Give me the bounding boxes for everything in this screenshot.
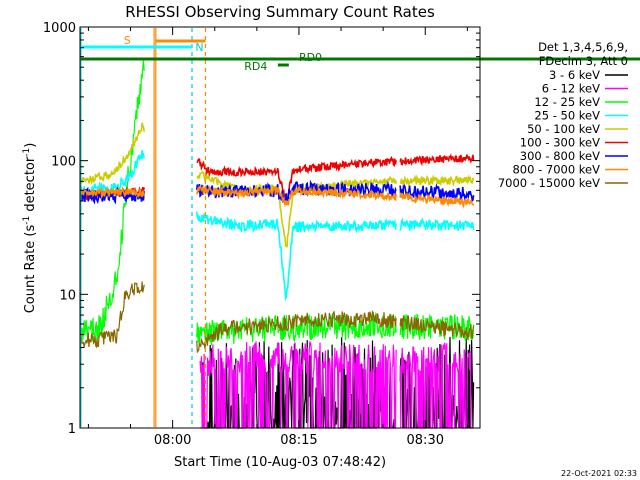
- y-axis-label-part1: Count Rate (s: [23, 225, 38, 314]
- x-tick-label: 08:30: [407, 433, 444, 448]
- plot-frame: [79, 26, 481, 429]
- y-tick-label: 100: [51, 155, 76, 170]
- legend-header-line1: Det 1,3,4,5,6,9,: [538, 40, 628, 54]
- legend-label: 6 - 12 keV: [542, 82, 600, 96]
- timestamp: 22-Oct-2021 02:33: [561, 469, 637, 478]
- y-axis-label-sup2: -1: [22, 148, 32, 157]
- y-tick-label: 10: [59, 288, 76, 303]
- y-tick-label: 1: [68, 422, 76, 437]
- series-line: [399, 315, 475, 340]
- series-line: [195, 211, 397, 301]
- legend-label: 12 - 25 keV: [534, 95, 600, 109]
- y-tick-label: 1000: [43, 21, 76, 36]
- legend: Det 1,3,4,5,6,9, FDecim 3, Att 0 3 - 6 k…: [498, 40, 628, 190]
- series-line: [399, 183, 475, 203]
- series-8: [80, 184, 475, 209]
- series-line: [399, 191, 475, 209]
- series-line: [400, 174, 475, 188]
- legend-label: 3 - 6 keV: [549, 68, 600, 82]
- x-tick-label: 08:00: [154, 433, 191, 448]
- rd0-label: RD0: [299, 51, 322, 64]
- y-axis-label-sup1: -1: [22, 216, 32, 225]
- series-line: [399, 153, 475, 167]
- legend-label: 800 - 7000 keV: [512, 163, 600, 177]
- legend-label: 300 - 800 keV: [520, 149, 600, 163]
- y-axis-label: Count Rate (s-1 detector-1): [22, 143, 38, 314]
- series-line: [199, 340, 397, 429]
- x-axis-label: Start Time (10-Aug-03 07:48:42): [174, 455, 386, 470]
- legend-label: 100 - 300 keV: [520, 136, 600, 150]
- series-line: [196, 155, 397, 201]
- series-3: [80, 60, 475, 347]
- series-line: [80, 186, 145, 200]
- series-line: [399, 216, 475, 231]
- series-9: [80, 281, 475, 354]
- y-axis-label-part3: ): [23, 143, 38, 148]
- legend-label: 25 - 50 keV: [534, 109, 600, 123]
- axis-layer: 08:00 08:15 08:30 1 10 100 1000: [43, 21, 480, 448]
- x-tick-label: 08:15: [280, 433, 317, 448]
- night-label: N: [195, 41, 203, 54]
- legend-label: 50 - 100 keV: [527, 122, 600, 136]
- saa-label: S: [124, 34, 131, 47]
- overlay-layer: S N RD0 RD4: [80, 28, 640, 427]
- series-line: [196, 310, 397, 354]
- chart-title: RHESSI Observing Summary Count Rates: [125, 3, 435, 21]
- series-line: [399, 342, 474, 429]
- series-2: [199, 340, 474, 429]
- series-line: [80, 122, 145, 186]
- legend-label: 7000 - 15000 keV: [498, 176, 600, 190]
- series-line: [195, 184, 397, 208]
- rd4-label: RD4: [244, 60, 267, 73]
- series-line: [195, 179, 397, 204]
- series-layer: [80, 60, 475, 430]
- legend-header-line2: FDecim 3, Att 0: [539, 54, 628, 68]
- series-line: [80, 60, 145, 347]
- series-line: [80, 281, 145, 349]
- y-axis-label-part2: detector: [23, 156, 38, 216]
